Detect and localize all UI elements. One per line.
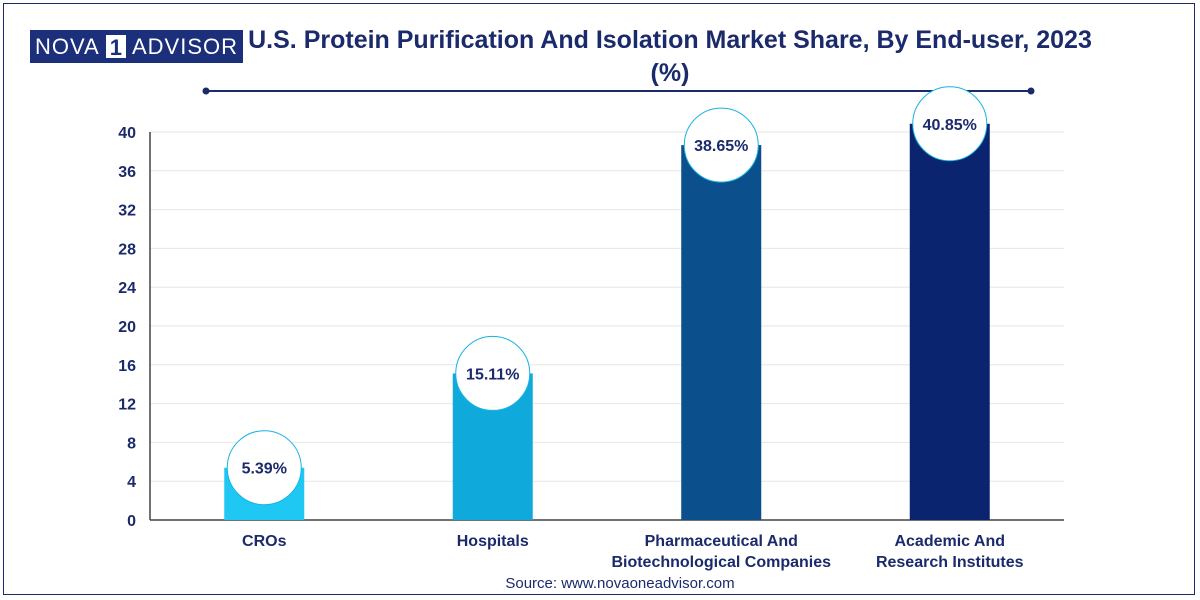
y-tick-label: 4 — [127, 474, 136, 491]
x-category-label: Pharmaceutical And — [645, 533, 798, 550]
y-tick-label: 28 — [118, 241, 136, 258]
source-note: Source: www.novaoneadvisor.com — [505, 575, 735, 592]
y-tick-label: 32 — [118, 203, 136, 220]
data-label-bubble — [455, 335, 531, 411]
data-label: 38.65% — [694, 138, 748, 155]
data-label-bubble — [912, 86, 988, 162]
x-category-label: Biotechnological Companies — [611, 554, 831, 571]
data-label-bubble — [683, 107, 759, 183]
x-category-label: Academic And — [894, 533, 1005, 550]
y-tick-label: 16 — [118, 358, 136, 375]
data-label: 40.85% — [923, 117, 977, 134]
y-tick-label: 20 — [118, 319, 136, 336]
chart-title: U.S. Protein Purification And Isolation … — [248, 26, 1092, 87]
y-tick-label: 8 — [127, 435, 136, 452]
y-tick-label: 12 — [118, 397, 136, 414]
y-tick-label: 0 — [127, 513, 136, 530]
bar — [681, 145, 762, 520]
chart-frame — [3, 3, 1195, 595]
x-category-label: Research Institutes — [876, 554, 1024, 571]
x-category-label: CROs — [242, 533, 287, 550]
y-tick-label: 24 — [118, 280, 136, 297]
title-divider-dot-right — [1027, 87, 1035, 95]
bar — [909, 123, 990, 520]
brand-logo: NOVA 1 ADVISOR — [30, 30, 243, 63]
data-label-bubble — [226, 430, 302, 506]
logo-text-right: ADVISOR — [131, 34, 238, 59]
x-category-label: Hospitals — [457, 533, 529, 550]
y-tick-label: 36 — [118, 164, 136, 181]
logo-text-left: NOVA — [35, 34, 100, 59]
title-divider-dot-left — [202, 87, 210, 95]
logo-text-mid: 1 — [104, 34, 127, 60]
y-tick-label: 40 — [118, 125, 136, 142]
data-label: 15.11% — [466, 366, 519, 383]
data-label: 5.39% — [242, 461, 287, 478]
